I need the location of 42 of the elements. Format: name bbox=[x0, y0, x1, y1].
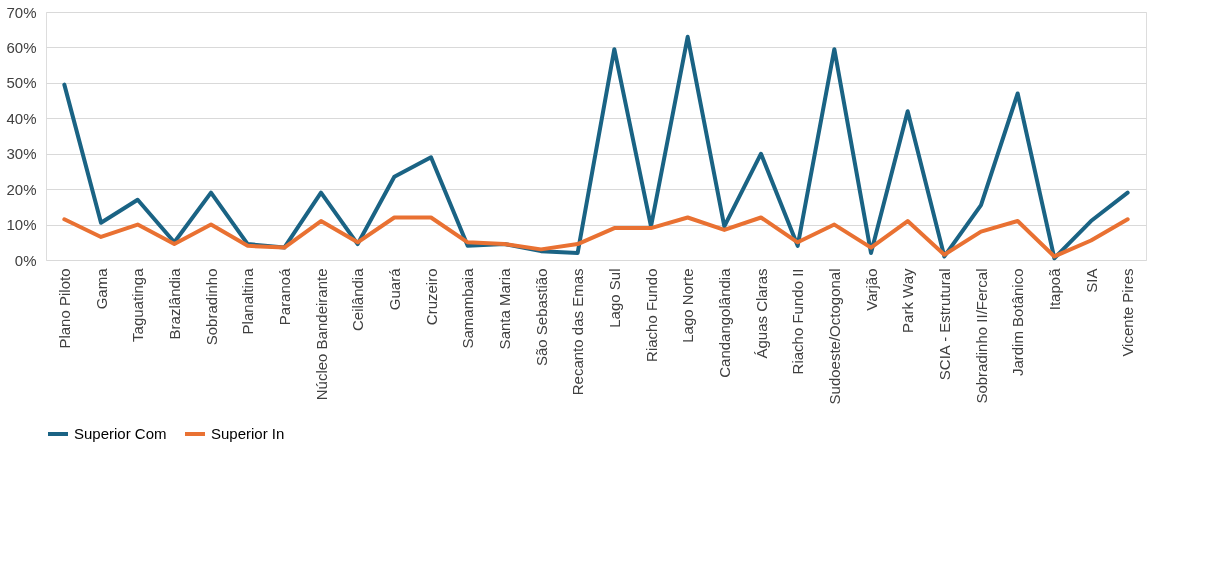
y-tick-label: 30% bbox=[6, 145, 37, 163]
x-tick-label: Vicente Pires bbox=[1119, 268, 1137, 357]
x-tick-label: SCIA - Estrutural bbox=[935, 268, 953, 381]
x-tick-label: Ceilândia bbox=[349, 267, 367, 332]
x-tick-label: Paranoá bbox=[275, 267, 293, 326]
x-tick-label: Lago Sul bbox=[605, 268, 623, 328]
x-tick-label: Cruzeiro bbox=[422, 268, 440, 326]
x-tick-label: Gama bbox=[92, 267, 110, 310]
x-tick-label: Sobradinho II/Fercal bbox=[972, 268, 990, 404]
x-tick-label: Planaltina bbox=[239, 267, 257, 335]
y-tick-label: 50% bbox=[6, 74, 37, 92]
x-tick-label: Riacho Fundo bbox=[642, 268, 660, 362]
y-tick-label: 60% bbox=[6, 38, 37, 56]
legend-label: Superior In bbox=[211, 425, 285, 442]
x-tick-label: Plano Piloto bbox=[55, 268, 73, 349]
legend-label: Superior Com bbox=[74, 425, 167, 442]
x-tick-label: Brazlândia bbox=[165, 267, 183, 340]
x-tick-label: Sudoeste/Octogonal bbox=[825, 268, 843, 405]
line-series bbox=[62, 215, 1130, 259]
x-tick-label: Riacho Fundo II bbox=[789, 268, 807, 375]
x-tick-label: Varjão bbox=[862, 268, 880, 311]
x-tick-label: Jardim Botânico bbox=[1009, 268, 1027, 377]
x-tick-label: São Sebastião bbox=[532, 268, 550, 367]
y-tick-label: 20% bbox=[6, 180, 37, 198]
x-tick-label: Núcleo Bandeirante bbox=[312, 268, 330, 401]
x-tick-label: Candangolândia bbox=[715, 267, 733, 378]
y-tick-label: 10% bbox=[6, 216, 37, 234]
x-tick-label: Águas Claras bbox=[752, 268, 770, 359]
y-tick-label: 70% bbox=[6, 3, 37, 21]
x-tick-label: SIA bbox=[1082, 268, 1100, 293]
y-tick-label: 0% bbox=[14, 251, 37, 269]
x-tick-label: Lago Norte bbox=[679, 268, 697, 343]
x-tick-label: Guará bbox=[385, 267, 403, 311]
x-tick-label: Taguatinga bbox=[129, 267, 147, 342]
y-tick-label: 40% bbox=[6, 109, 37, 127]
x-tick-label: Recanto das Emas bbox=[569, 268, 587, 396]
x-tick-label: Sobradinho bbox=[202, 268, 220, 346]
x-tick-label: Samambaia bbox=[459, 267, 477, 349]
x-tick-label: Itapoã bbox=[1045, 267, 1063, 311]
x-tick-label: Park Way bbox=[899, 268, 917, 333]
x-tick-label: Santa Maria bbox=[495, 267, 513, 350]
line-series bbox=[62, 34, 1130, 261]
